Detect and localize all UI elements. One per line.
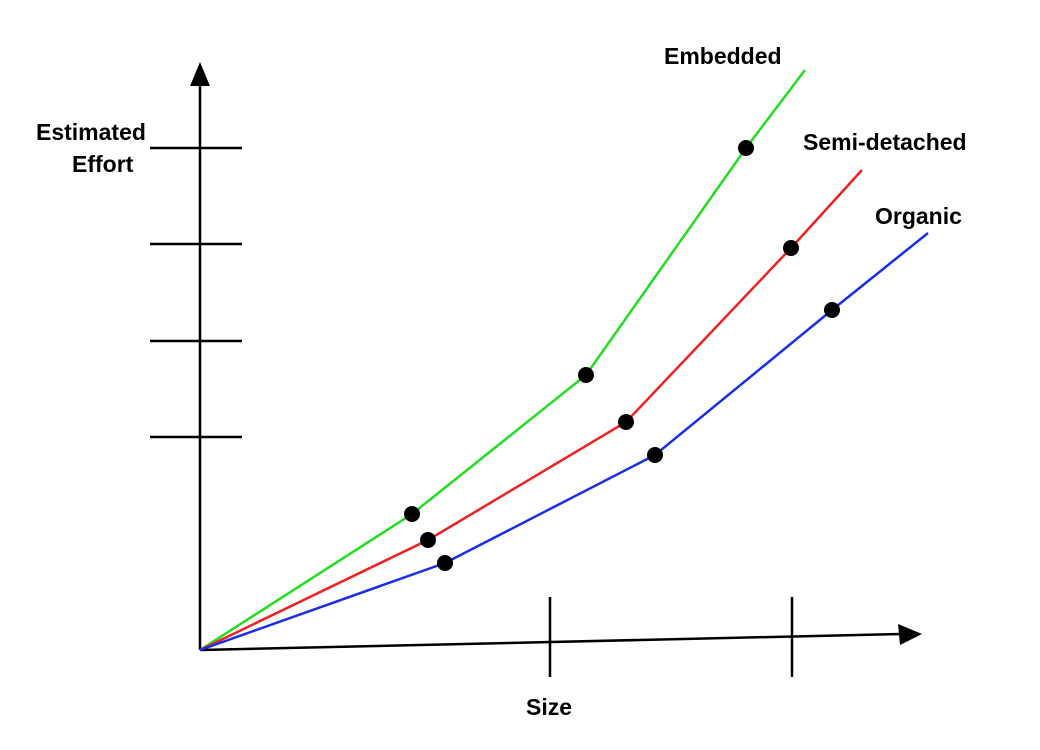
data-point-embedded-3 [738, 140, 754, 156]
data-point-embedded-2 [578, 367, 594, 383]
data-point-embedded-1 [404, 506, 420, 522]
series-line-semi-detached [199, 169, 863, 652]
series-label-organic: Organic [875, 203, 962, 229]
y-axis-label-line1: Estimated [36, 119, 146, 145]
data-point-organic-1 [437, 555, 453, 571]
x-axis-label: Size [526, 694, 572, 720]
data-point-organic-2 [647, 447, 663, 463]
series-label-embedded: Embedded [664, 43, 782, 69]
series-line-organic [199, 232, 929, 652]
series-line-embedded [199, 69, 806, 652]
data-points [404, 140, 840, 571]
series-label-semi-detached: Semi-detached [803, 129, 967, 155]
y-ticks [150, 146, 242, 439]
data-point-semi-detached-2 [618, 414, 634, 430]
data-point-organic-3 [824, 302, 840, 318]
x-axis-arrow-icon [898, 624, 922, 645]
y-axis-arrow-icon [190, 62, 210, 86]
x-ticks [548, 597, 794, 677]
data-point-semi-detached-1 [420, 532, 436, 548]
data-point-semi-detached-3 [783, 240, 799, 256]
series-lines [199, 69, 929, 652]
y-axis-label-line2: Effort [72, 151, 134, 177]
